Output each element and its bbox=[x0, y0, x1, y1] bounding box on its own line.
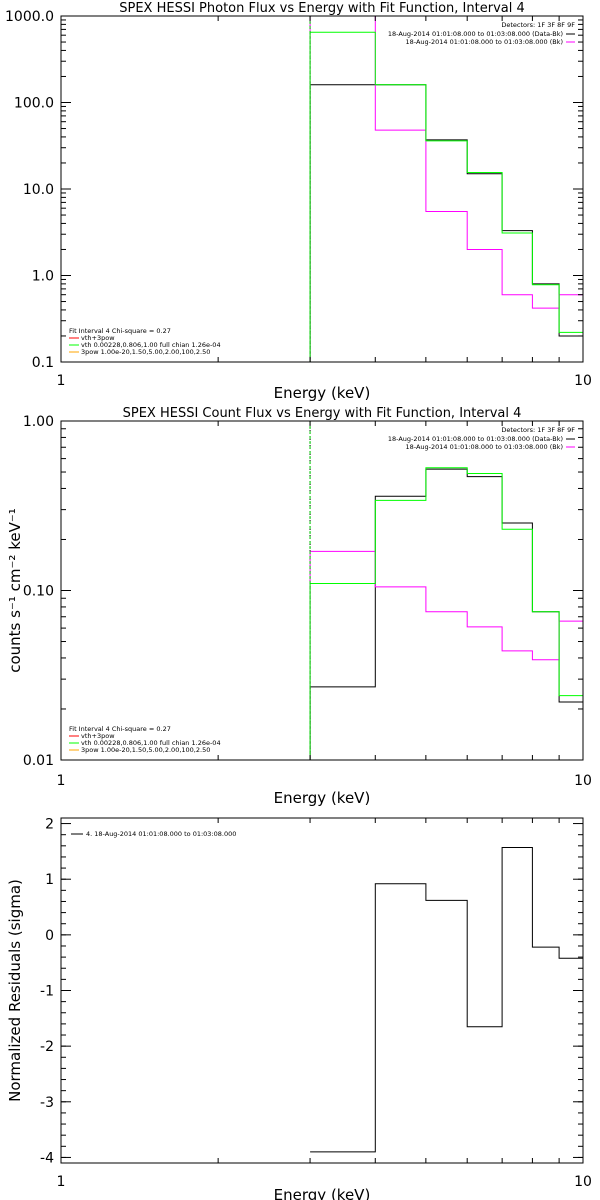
x-tick-label: 10 bbox=[574, 373, 592, 389]
y-tick-label: -2 bbox=[40, 1039, 54, 1055]
y-tick-label: 1.0 bbox=[32, 269, 54, 285]
plot-frame bbox=[60, 420, 584, 761]
data-area bbox=[309, 16, 583, 362]
y-tick-label: 2 bbox=[45, 817, 54, 833]
legend-header: Detectors: 1F 3F 8F 9F bbox=[501, 426, 575, 434]
y-tick-label: 1000.0 bbox=[5, 9, 54, 25]
series-1-line bbox=[309, 468, 583, 760]
x-tick-label: 1 bbox=[57, 773, 66, 789]
y-tick-label: 100.0 bbox=[14, 96, 54, 112]
y-tick-label: 0.1 bbox=[32, 355, 54, 371]
x-tick-label: 1 bbox=[57, 1174, 66, 1190]
chart-title: SPEX HESSI Count Flux vs Energy with Fit… bbox=[123, 406, 522, 421]
fit-legend-label: 3pow 1.00e-20,1.50,5.00,2.00,100,2.50 bbox=[81, 746, 210, 754]
plot-frame bbox=[60, 817, 584, 1164]
y-axis-label: counts s⁻¹ cm⁻² keV⁻¹ bbox=[6, 508, 24, 673]
plot-panel-2: SPEX HESSI Count Flux vs Energy with Fit… bbox=[6, 406, 592, 807]
x-axis-label: Energy (keV) bbox=[274, 1186, 371, 1200]
y-tick-label: 0 bbox=[45, 928, 54, 944]
legend-label: 4. 18-Aug-2014 01:01:08.000 to 01:03:08.… bbox=[86, 830, 236, 838]
fit-legend-label: vth 0.00228,0.806,1.00 full chian 1.26e-… bbox=[81, 341, 221, 349]
legend-entry-label: 18-Aug-2014 01:01:08.000 to 01:03:08.000… bbox=[406, 38, 563, 46]
series-1-line bbox=[309, 84, 583, 362]
x-axis-label: Energy (keV) bbox=[274, 384, 371, 402]
series-1-line bbox=[310, 847, 583, 1163]
y-axis-label: Normalized Residuals (sigma) bbox=[6, 879, 24, 1102]
legend-entry-label: 18-Aug-2014 01:01:08.000 to 01:03:08.000… bbox=[388, 30, 563, 38]
y-tick-label: 10.0 bbox=[23, 182, 54, 198]
plot-frame bbox=[60, 15, 584, 363]
y-tick-label: -3 bbox=[40, 1095, 54, 1111]
plot-panel-3: 1 10 -4 -3 -2 -1 0 1 2 Energy (keV) Normalized Res… bbox=[6, 817, 592, 1200]
y-tick-label: -1 bbox=[40, 984, 54, 1000]
series-3-line bbox=[309, 467, 583, 760]
fit-legend-header: Fit Interval 4 Chi-square = 0.27 bbox=[69, 327, 171, 335]
plot-panel-1: SPEX HESSI Photon Flux vs Energy with Fi… bbox=[5, 1, 592, 402]
x-tick-label: 10 bbox=[574, 773, 592, 789]
fit-legend-label: vth+3pow bbox=[81, 732, 115, 740]
y-tick-label: 1 bbox=[45, 872, 54, 888]
series-3-line bbox=[309, 31, 583, 362]
y-tick-label: 0.01 bbox=[23, 753, 54, 769]
x-tick-label: 1 bbox=[57, 373, 66, 389]
x-tick-label: 10 bbox=[574, 1174, 592, 1190]
fit-legend-label: 3pow 1.00e-20,1.50,5.00,2.00,100,2.50 bbox=[81, 348, 210, 356]
series-2-line bbox=[309, 16, 583, 362]
legend-entry-label: 18-Aug-2014 01:01:08.000 to 01:03:08.000… bbox=[388, 435, 563, 443]
y-tick-label: 0.10 bbox=[23, 584, 54, 600]
fit-legend-label: vth 0.00228,0.806,1.00 full chian 1.26e-… bbox=[81, 739, 221, 747]
chart-title: SPEX HESSI Photon Flux vs Energy with Fi… bbox=[119, 1, 525, 16]
fit-legend-header: Fit Interval 4 Chi-square = 0.27 bbox=[69, 725, 171, 733]
series-2-line bbox=[309, 550, 583, 760]
y-tick-label: -4 bbox=[40, 1150, 54, 1166]
data-area bbox=[309, 421, 583, 760]
fit-legend-label: vth+3pow bbox=[81, 334, 115, 342]
y-tick-label: 1.00 bbox=[23, 414, 54, 430]
legend-entry-label: 18-Aug-2014 01:01:08.000 to 01:03:08.000… bbox=[406, 443, 563, 451]
x-axis-label: Energy (keV) bbox=[274, 789, 371, 807]
legend-header: Detectors: 1F 3F 8F 9F bbox=[501, 21, 575, 29]
data-area bbox=[310, 847, 583, 1163]
